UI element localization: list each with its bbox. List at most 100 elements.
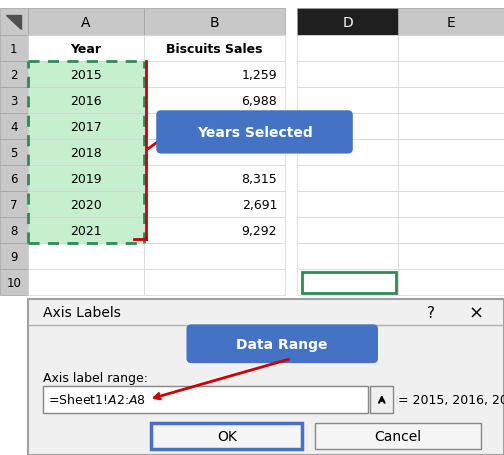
Text: 9: 9 bbox=[10, 250, 18, 263]
Text: ×: × bbox=[469, 303, 484, 322]
Text: 2: 2 bbox=[10, 69, 18, 82]
Text: 2016: 2016 bbox=[70, 95, 101, 108]
FancyBboxPatch shape bbox=[297, 140, 398, 166]
FancyBboxPatch shape bbox=[370, 386, 393, 413]
Text: Years Selected: Years Selected bbox=[197, 126, 312, 140]
Text: 1: 1 bbox=[10, 43, 18, 56]
FancyBboxPatch shape bbox=[0, 36, 28, 62]
Text: Year: Year bbox=[70, 43, 101, 56]
Text: 10: 10 bbox=[7, 276, 21, 289]
FancyBboxPatch shape bbox=[398, 166, 504, 192]
Text: 5: 5 bbox=[10, 147, 18, 160]
FancyBboxPatch shape bbox=[398, 140, 504, 166]
FancyBboxPatch shape bbox=[398, 244, 504, 270]
Text: Axis label range:: Axis label range: bbox=[43, 372, 148, 384]
FancyBboxPatch shape bbox=[0, 62, 28, 88]
FancyBboxPatch shape bbox=[28, 218, 144, 244]
FancyBboxPatch shape bbox=[0, 166, 28, 192]
FancyBboxPatch shape bbox=[156, 111, 353, 154]
FancyBboxPatch shape bbox=[297, 270, 398, 296]
Text: 8,315: 8,315 bbox=[241, 172, 277, 186]
FancyBboxPatch shape bbox=[315, 423, 481, 449]
FancyBboxPatch shape bbox=[398, 88, 504, 114]
Polygon shape bbox=[6, 16, 21, 30]
FancyBboxPatch shape bbox=[0, 114, 28, 140]
FancyBboxPatch shape bbox=[144, 270, 285, 296]
FancyBboxPatch shape bbox=[144, 166, 285, 192]
FancyBboxPatch shape bbox=[398, 62, 504, 88]
Text: B: B bbox=[209, 16, 219, 30]
FancyBboxPatch shape bbox=[297, 9, 398, 36]
FancyBboxPatch shape bbox=[297, 218, 398, 244]
Text: =Sheet1!$A$2:$A$8: =Sheet1!$A$2:$A$8 bbox=[48, 393, 146, 406]
FancyBboxPatch shape bbox=[28, 244, 144, 270]
FancyBboxPatch shape bbox=[0, 270, 28, 296]
FancyBboxPatch shape bbox=[297, 244, 398, 270]
FancyBboxPatch shape bbox=[398, 218, 504, 244]
FancyBboxPatch shape bbox=[398, 9, 504, 36]
Text: = 2015, 2016, 20..: = 2015, 2016, 20.. bbox=[398, 393, 504, 406]
FancyBboxPatch shape bbox=[0, 9, 28, 36]
FancyBboxPatch shape bbox=[297, 166, 398, 192]
Text: 7: 7 bbox=[10, 198, 18, 212]
Text: 9,667: 9,667 bbox=[241, 121, 277, 134]
FancyBboxPatch shape bbox=[43, 386, 368, 413]
Text: E: E bbox=[447, 16, 456, 30]
FancyBboxPatch shape bbox=[0, 140, 28, 166]
Text: 9,292: 9,292 bbox=[242, 224, 277, 238]
Text: 2021: 2021 bbox=[70, 224, 101, 238]
FancyBboxPatch shape bbox=[297, 62, 398, 88]
FancyBboxPatch shape bbox=[302, 272, 396, 293]
FancyBboxPatch shape bbox=[28, 88, 144, 114]
FancyBboxPatch shape bbox=[186, 325, 378, 364]
FancyBboxPatch shape bbox=[144, 218, 285, 244]
Text: D: D bbox=[342, 16, 353, 30]
Text: 2020: 2020 bbox=[70, 198, 101, 212]
FancyBboxPatch shape bbox=[28, 299, 504, 455]
Text: 6: 6 bbox=[10, 172, 18, 186]
Text: 6,988: 6,988 bbox=[241, 95, 277, 108]
FancyBboxPatch shape bbox=[0, 218, 28, 244]
FancyBboxPatch shape bbox=[144, 114, 285, 140]
FancyBboxPatch shape bbox=[398, 114, 504, 140]
Text: 4: 4 bbox=[10, 121, 18, 134]
FancyBboxPatch shape bbox=[398, 270, 504, 296]
FancyBboxPatch shape bbox=[28, 192, 144, 218]
Text: OK: OK bbox=[217, 429, 237, 443]
FancyBboxPatch shape bbox=[297, 88, 398, 114]
FancyBboxPatch shape bbox=[297, 192, 398, 218]
FancyBboxPatch shape bbox=[398, 192, 504, 218]
FancyBboxPatch shape bbox=[151, 423, 302, 449]
FancyBboxPatch shape bbox=[144, 36, 285, 62]
FancyBboxPatch shape bbox=[28, 270, 144, 296]
FancyBboxPatch shape bbox=[28, 36, 144, 62]
Text: 3: 3 bbox=[10, 95, 18, 108]
Text: 2017: 2017 bbox=[70, 121, 101, 134]
FancyBboxPatch shape bbox=[398, 36, 504, 62]
FancyBboxPatch shape bbox=[28, 140, 144, 166]
Text: Data Range: Data Range bbox=[236, 337, 328, 351]
Text: 8: 8 bbox=[10, 224, 18, 238]
Text: Cancel: Cancel bbox=[374, 429, 422, 443]
FancyBboxPatch shape bbox=[144, 62, 285, 88]
Text: A: A bbox=[81, 16, 90, 30]
Text: 2018: 2018 bbox=[70, 147, 101, 160]
FancyBboxPatch shape bbox=[28, 166, 144, 192]
FancyBboxPatch shape bbox=[144, 192, 285, 218]
FancyBboxPatch shape bbox=[28, 114, 144, 140]
Text: Biscuits Sales: Biscuits Sales bbox=[166, 43, 263, 56]
Text: 2,691: 2,691 bbox=[242, 198, 277, 212]
FancyBboxPatch shape bbox=[144, 88, 285, 114]
Text: Axis Labels: Axis Labels bbox=[43, 306, 121, 319]
Text: 2015: 2015 bbox=[70, 69, 101, 82]
FancyBboxPatch shape bbox=[28, 62, 144, 88]
FancyBboxPatch shape bbox=[297, 114, 398, 140]
FancyBboxPatch shape bbox=[0, 88, 28, 114]
FancyBboxPatch shape bbox=[144, 244, 285, 270]
FancyBboxPatch shape bbox=[144, 9, 285, 36]
FancyBboxPatch shape bbox=[0, 244, 28, 270]
FancyBboxPatch shape bbox=[28, 9, 144, 36]
FancyBboxPatch shape bbox=[144, 140, 285, 166]
Text: 2019: 2019 bbox=[70, 172, 101, 186]
FancyBboxPatch shape bbox=[0, 192, 28, 218]
